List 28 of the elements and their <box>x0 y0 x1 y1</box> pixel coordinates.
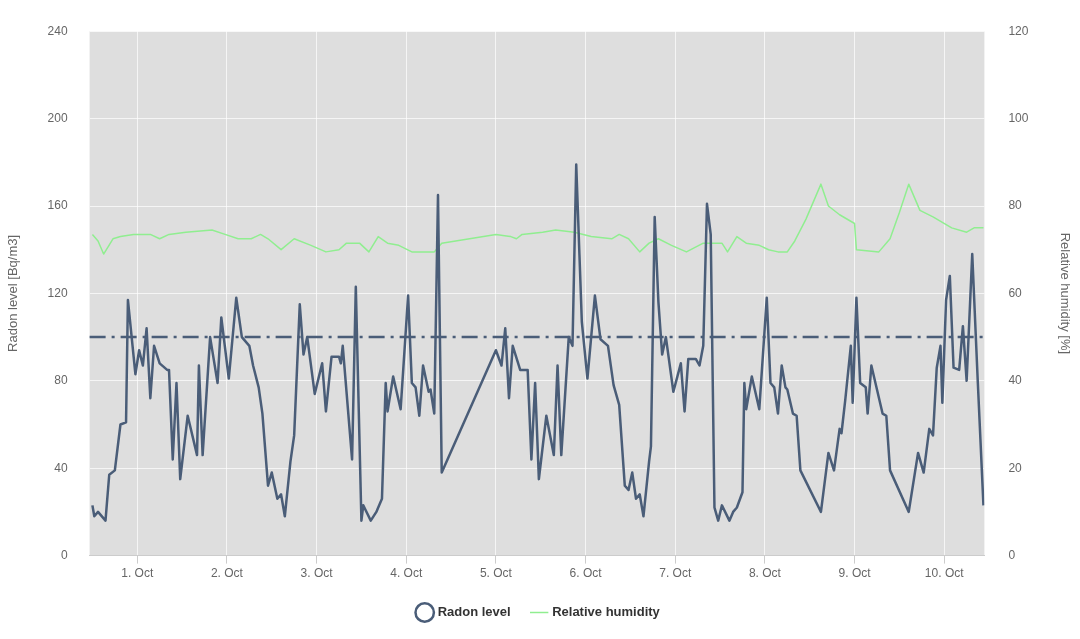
legend-label: Radon level <box>437 604 511 620</box>
x-tick-label: 7. Oct <box>659 566 692 581</box>
y2-tick-label: 80 <box>1008 198 1023 213</box>
y-tick-label: 0 <box>60 547 68 562</box>
y2-axis-title: Relative humidity [%] <box>1057 232 1073 355</box>
y-tick-label: 80 <box>54 373 68 388</box>
y-tick-label: 240 <box>47 23 68 38</box>
y-tick-label: 200 <box>47 110 68 125</box>
y2-tick-label: 20 <box>1008 460 1023 475</box>
x-tick-label: 4. Oct <box>390 566 423 581</box>
x-tick-label: 3. Oct <box>300 566 334 581</box>
y2-tick-label: 100 <box>1008 110 1029 125</box>
x-tick-label: 1. Oct <box>121 566 154 581</box>
x-tick-label: 2. Oct <box>210 566 244 581</box>
y-axis-title: Radon level [Bq/m3] <box>5 234 21 352</box>
y-tick-label: 120 <box>47 285 68 300</box>
x-tick-label: 5. Oct <box>479 566 513 581</box>
legend-label: Relative humidity <box>552 604 661 620</box>
x-tick-label: 6. Oct <box>569 566 603 581</box>
y2-tick-label: 60 <box>1008 285 1023 300</box>
y2-tick-label: 40 <box>1008 373 1023 388</box>
y-tick-label: 40 <box>54 460 68 475</box>
y2-tick-label: 120 <box>1008 23 1029 38</box>
y2-tick-label: 0 <box>1008 547 1016 562</box>
x-tick-label: 10. Oct <box>924 566 965 581</box>
x-tick-label: 8. Oct <box>748 566 782 581</box>
x-tick-label: 9. Oct <box>838 566 872 581</box>
y-tick-label: 160 <box>47 198 68 213</box>
